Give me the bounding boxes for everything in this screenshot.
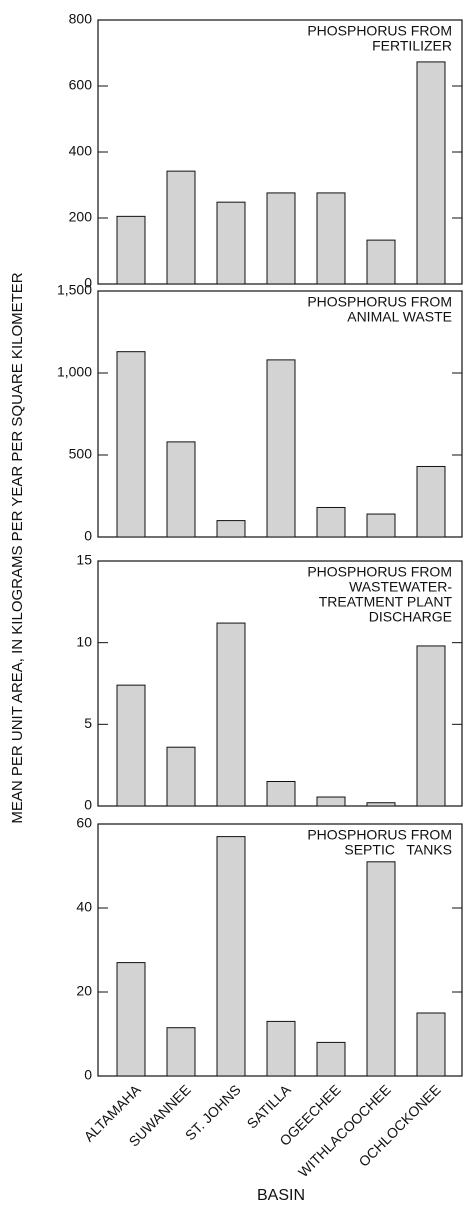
y-tick-label: 1,000 (57, 364, 92, 380)
bar (266, 781, 296, 807)
y-tick-label: 10 (76, 633, 92, 649)
y-tick-label: 500 (69, 446, 93, 462)
y-tick-label: 5 (84, 715, 92, 731)
bar (416, 645, 446, 807)
x-axis-label: BASIN (257, 1187, 305, 1204)
bar (166, 170, 196, 285)
y-tick-label: 60 (76, 815, 92, 831)
annotation: PHOSPHORUS FROM (307, 564, 452, 580)
y-tick-label: 40 (76, 899, 92, 915)
y-tick-label: 600 (69, 77, 93, 93)
y-tick-label: 200 (69, 209, 93, 225)
bar (316, 796, 346, 807)
bar (116, 215, 146, 285)
y-tick-label: 0 (84, 797, 92, 813)
bar (116, 962, 146, 1077)
annotation: DISCHARGE (369, 609, 452, 625)
y-tick-label: 0 (84, 1067, 92, 1083)
annotation: ANIMAL WASTE (347, 309, 452, 325)
y-tick-label: 400 (69, 143, 93, 159)
bar (216, 622, 246, 807)
x-tick-label: SATILLA (244, 1081, 295, 1132)
y-tick-label: 1,500 (57, 282, 92, 298)
bar (166, 1027, 196, 1077)
annotation: FERTILIZER (372, 38, 452, 54)
x-tick-label: WITHLACOOCHEE (295, 1081, 394, 1180)
annotation: SEPTIC TANKS (344, 842, 452, 858)
bar (266, 192, 296, 285)
y-tick-label: 15 (76, 552, 92, 568)
annotation: TREATMENT PLANT (319, 594, 453, 610)
y-tick-label: 0 (84, 528, 92, 544)
bar (316, 192, 346, 285)
bar (416, 1012, 446, 1077)
bar (416, 61, 446, 285)
bar (216, 201, 246, 285)
bar (266, 359, 296, 538)
bar (216, 836, 246, 1077)
annotation: WASTEWATER- (349, 579, 452, 595)
y-tick-label: 800 (69, 11, 93, 27)
bar (116, 684, 146, 807)
bar (216, 520, 246, 538)
y-tick-label: 0 (84, 275, 92, 291)
bar (266, 1020, 296, 1077)
bar (416, 465, 446, 538)
bar (316, 1041, 346, 1077)
y-tick-label: 20 (76, 983, 92, 999)
bar (166, 746, 196, 807)
bar (366, 513, 396, 538)
annotation: PHOSPHORUS FROM (307, 294, 452, 310)
bar (366, 239, 396, 285)
bar (166, 441, 196, 538)
annotation: PHOSPHORUS FROM (307, 827, 452, 843)
bar (366, 861, 396, 1077)
bar (366, 802, 396, 807)
bar (316, 506, 346, 538)
bar (116, 351, 146, 538)
y-axis-label: MEAN PER UNIT AREA, IN KILOGRAMS PER YEA… (9, 272, 26, 823)
annotation: PHOSPHORUS FROM (307, 23, 452, 39)
